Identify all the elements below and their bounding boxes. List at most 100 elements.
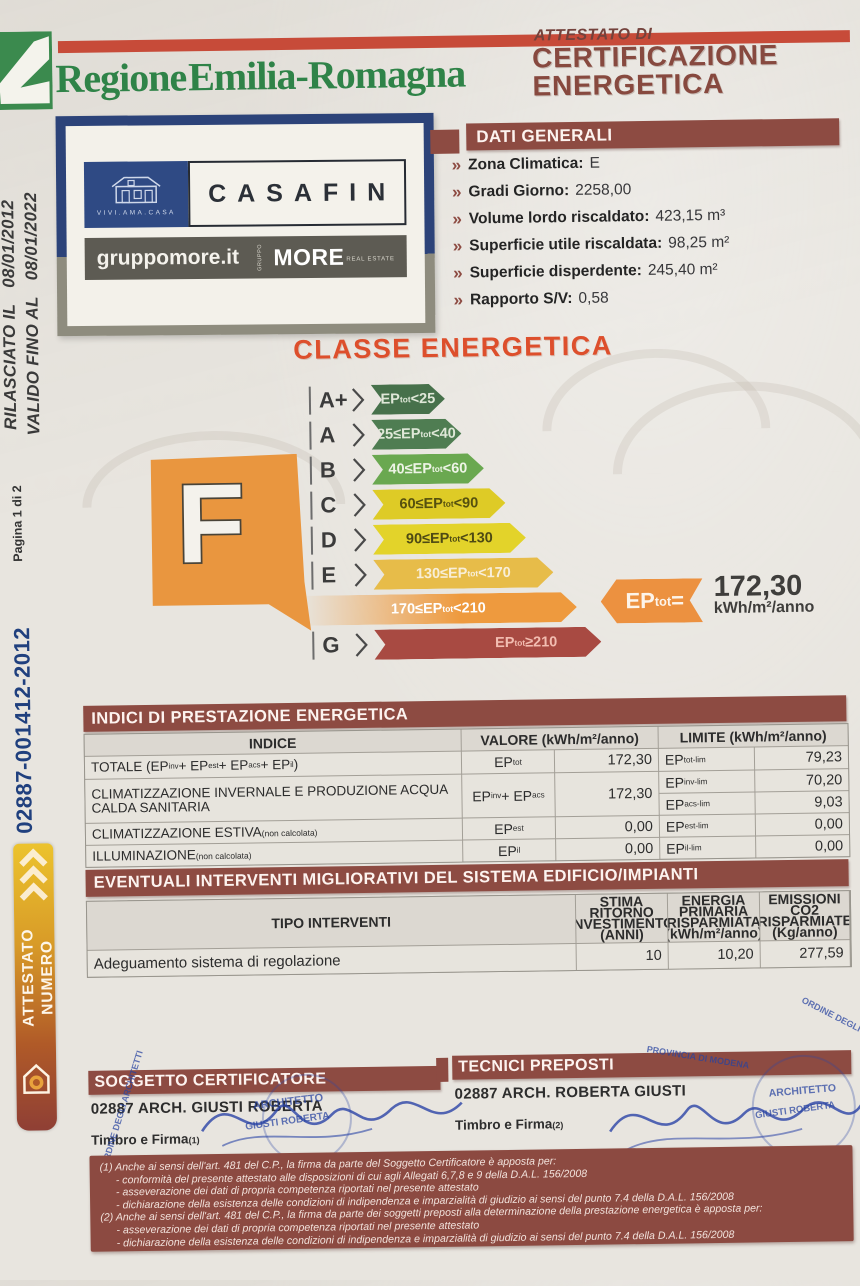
issued-date: 08/01/2012	[0, 199, 19, 288]
column-header: ENERGIA PRIMARIA RISPARMIATA (kWh/m²/ann…	[667, 892, 760, 942]
agency-website: gruppomore.it	[96, 245, 240, 270]
list-item: » Superficie utile riscaldata: 98,25 m²	[452, 233, 730, 256]
limit-value-cell: 79,23	[754, 746, 849, 770]
class-range-arrow-f: 170≤EP tot <210	[300, 592, 577, 626]
class-letter: A	[309, 421, 350, 450]
agency-sticker-inner: VIVI.AMA.CASA CASAFIN gruppomore.it GRUP…	[65, 122, 426, 327]
limit-symbol: EP inv-lim	[659, 770, 755, 793]
value-symbol: EP il	[463, 839, 556, 862]
doc-type-title-line2: ENERGETICA	[532, 67, 725, 102]
interventi-table: TIPO INTERVENTI STIMA RITORNO INVESTIMEN…	[85, 890, 852, 978]
chevron-up-icons	[19, 848, 48, 901]
chevron-right-icon	[353, 493, 366, 517]
ep-tot-number: 172,30	[713, 569, 803, 604]
energy-class-f-flag	[150, 453, 312, 631]
group-side-label: GRUPPO	[256, 243, 264, 271]
valid-label: VALIDO FINO AL	[22, 296, 44, 436]
group-name: MORE	[273, 243, 345, 271]
energy-class-row: G EP tot ≥210	[312, 627, 601, 661]
energy-class-row: D 90≤EP tot <130	[310, 523, 526, 556]
limit-symbol: EP acs-lim	[659, 792, 755, 815]
value-cell: 0,00	[556, 837, 660, 861]
limit-symbol: EP il-lim	[660, 836, 756, 859]
value-cell: 172,30	[555, 771, 659, 817]
ep-tot-result-value: 172,30 kWh/m²/anno	[713, 569, 815, 618]
class-range-arrow: 60≤EP tot <90	[372, 488, 505, 520]
limit-value-cell: 70,20	[755, 769, 849, 792]
agency-tagline: VIVI.AMA.CASA	[96, 209, 176, 217]
bullet-icon: »	[452, 209, 462, 229]
bullet-icon: »	[452, 236, 463, 256]
list-item: » Gradi Giorno: 2258,00	[451, 180, 632, 202]
footnotes-box: (1) Anche ai sensi dell'art. 481 del C.P…	[89, 1145, 854, 1252]
intervento-ritorno-value: 10	[576, 942, 668, 970]
class-range-arrow: 25≤EP tot <40	[371, 419, 461, 450]
value-symbol: EP inv + EP acs	[462, 773, 555, 818]
class-letter: A+	[308, 386, 350, 415]
agency-brand-box: CASAFIN	[187, 159, 407, 228]
classe-energetica-title: CLASSE ENERGETICA	[293, 330, 613, 365]
agency-group-band: gruppomore.it GRUPPO MORE REAL ESTATE	[84, 235, 407, 280]
dati-generali-title: DATI GENERALI	[466, 118, 840, 151]
value-cell: 0,00	[555, 815, 660, 839]
limit-value-cell: 0,00	[756, 835, 850, 858]
region-emilia-romagna-logo-icon	[0, 31, 53, 111]
value-symbol: EP tot	[461, 750, 555, 774]
bullet-icon: »	[451, 155, 462, 175]
issue-date-line: RILASCIATO IL 08/01/2012	[0, 200, 21, 430]
class-letter: D	[310, 526, 352, 555]
house-icon	[23, 1063, 50, 1094]
dati-generali-list: » Zona Climatica: E » Gradi Giorno: 2258,00 …	[451, 148, 730, 314]
value-symbol: EP est	[462, 817, 556, 840]
limit-symbol: EP est-lim	[659, 814, 756, 837]
list-item: » Superficie disperdente: 245,40 m²	[453, 260, 718, 283]
intervento-energia-value: 10,20	[668, 941, 760, 969]
column-header: LIMITE (kWh/m²/anno)	[658, 724, 848, 748]
list-item: » Volume lordo riscaldato: 423,15 m³	[452, 206, 726, 229]
energy-class-row: C 60≤EP tot <90	[310, 488, 505, 521]
bullet-icon: »	[451, 182, 462, 202]
agency-house-logo-box: VIVI.AMA.CASA	[83, 161, 189, 228]
agency-brand-name: CASAFIN	[208, 177, 397, 208]
chevron-right-icon	[353, 528, 367, 552]
dati-generali-accent-square	[430, 129, 460, 154]
numero-word: NUMERO	[38, 939, 57, 1015]
column-header: TIPO INTERVENTI	[86, 895, 576, 950]
ep-tot-unit: kWh/m²/anno	[713, 598, 815, 618]
indici-table: INDICE VALORE (kWh/m²/anno) LIMITE (kWh/…	[83, 723, 851, 868]
energy-class-row: A 25≤EP tot <40	[309, 419, 461, 451]
limit-value-cell: 9,03	[755, 791, 849, 814]
limit-value-cell: 0,00	[755, 813, 850, 836]
attestato-word: ATTESTATO	[19, 928, 38, 1027]
agency-sticker: VIVI.AMA.CASA CASAFIN gruppomore.it GRUP…	[55, 112, 436, 337]
region-name: Regione Emilia-Romagna	[55, 50, 466, 102]
energy-class-row: E 130≤EP tot <170	[311, 557, 553, 590]
bullet-icon: »	[453, 263, 463, 283]
class-letter: C	[310, 491, 351, 520]
class-letter: G	[312, 631, 353, 660]
list-item: » Zona Climatica: E	[451, 154, 600, 175]
signature-ink-left	[201, 1101, 463, 1147]
row-label: CLIMATIZZAZIONE INVERNALE E PRODUZIONE A…	[85, 774, 462, 823]
chevron-right-icon	[352, 458, 366, 482]
issued-label: RILASCIATO IL	[0, 303, 21, 430]
class-range-arrow: EP tot ≥210	[374, 627, 601, 660]
bullet-icon: »	[453, 290, 464, 310]
current-energy-class-letter: F	[174, 459, 248, 588]
page-indicator: Pagina 1 di 2	[10, 485, 26, 562]
value-cell: 172,30	[554, 748, 659, 773]
chevron-right-icon	[351, 388, 365, 412]
valid-date: 08/01/2022	[20, 192, 42, 281]
certificate-number: 02887-001412-2012	[9, 626, 37, 834]
list-item: » Rapporto S/V: 0,58	[453, 288, 609, 310]
limit-symbol: EP tot-lim	[658, 747, 755, 771]
group-subtitle: REAL ESTATE	[346, 256, 395, 263]
valid-until-line: VALIDO FINO AL 08/01/2022	[21, 192, 44, 436]
column-header: STIMA RITORNO INVESTIMENTO (ANNI)	[575, 893, 668, 943]
chevron-right-icon	[354, 563, 367, 587]
class-range-arrow: 90≤EP tot <130	[373, 523, 526, 555]
signature-ink-right	[609, 1101, 860, 1151]
column-header: EMISSIONI CO2 RISPARMIATE (Kg/anno)	[759, 891, 850, 941]
intervento-co2-value: 277,59	[760, 940, 850, 968]
